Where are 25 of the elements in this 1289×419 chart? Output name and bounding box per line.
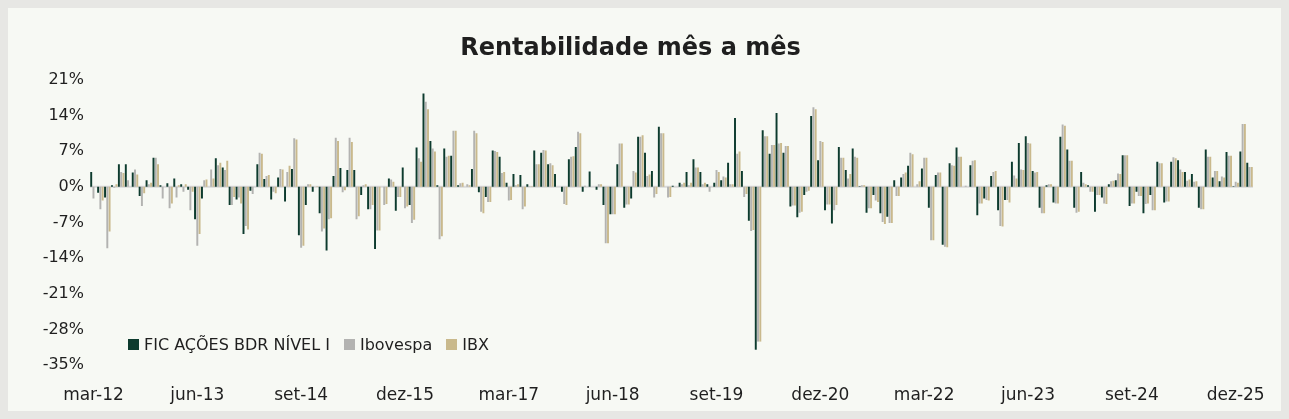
x-tick-label: jun-13	[169, 383, 225, 404]
chart-title: Rentabilidade mês a mês	[460, 32, 801, 61]
x-tick-label: jun-18	[584, 383, 640, 404]
x-tick-label: dez-15	[376, 383, 434, 404]
legend-label: FIC AÇÕES BDR NÍVEL I	[144, 335, 330, 354]
x-tick-label: set-14	[274, 383, 329, 404]
x-tick-label: set-19	[689, 383, 744, 404]
y-tick-label: -21%	[42, 282, 84, 302]
x-tick-label: mar-17	[478, 383, 540, 404]
y-tick-label: -35%	[42, 354, 84, 374]
y-tick-label: 21%	[48, 68, 84, 88]
x-tick-label: set-24	[1104, 383, 1159, 404]
x-tick-label: jun-23	[999, 383, 1056, 404]
x-tick-label: mar-12	[63, 383, 124, 404]
x-tick-label: dez-25	[1206, 383, 1265, 404]
y-tick-label: -14%	[42, 247, 84, 267]
x-tick-label: dez-20	[791, 383, 850, 404]
y-tick-label: 7%	[58, 140, 84, 160]
y-tick-label: 0%	[58, 175, 84, 195]
y-tick-label: -28%	[42, 318, 84, 338]
x-tick-label: mar-22	[893, 383, 955, 404]
legend-label: IBX	[462, 335, 489, 354]
legend-label: Ibovespa	[359, 335, 433, 354]
y-tick-label: -7%	[52, 211, 84, 231]
y-tick-label: 14%	[48, 104, 84, 124]
